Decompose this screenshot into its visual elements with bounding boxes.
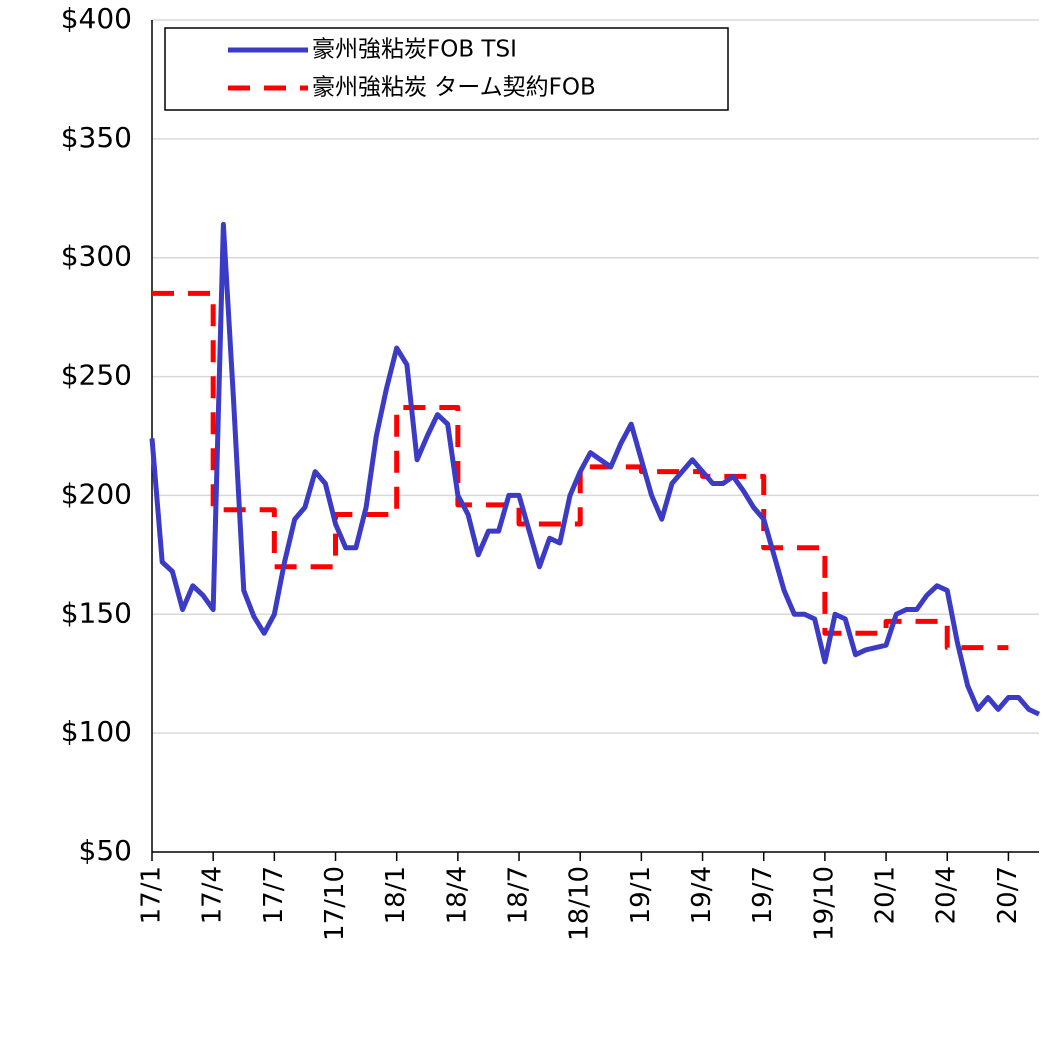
x-tick-label: 17/1 [137,866,167,924]
x-tick-label: 20/7 [993,866,1023,924]
x-tick-label: 19/4 [687,866,717,924]
legend-label: 豪州強粘炭 ターム契約FOB [312,75,596,101]
legend-box [164,27,729,111]
x-tick-label: 20/4 [932,866,962,924]
legend-label: 豪州強粘炭FOB TSI [312,37,517,63]
x-tick-label: 19/1 [626,866,656,924]
x-tick-label: 17/4 [198,866,228,924]
y-tick-label: $250 [61,359,132,392]
series-line [149,221,1041,717]
y-tick-label: $350 [61,121,132,154]
series-line [152,290,1009,651]
y-tick-label: $100 [61,715,132,748]
y-tick-label: $300 [61,240,132,273]
x-tick-label: 17/7 [259,866,289,924]
x-tick-label: 18/4 [442,866,472,924]
x-tick-label: 17/10 [320,866,350,941]
x-tick-label: 20/1 [871,866,901,924]
x-tick-label: 18/1 [381,866,411,924]
y-tick-label: $150 [61,596,132,629]
x-tick-label: 19/7 [748,866,778,924]
x-tick-label: 18/10 [565,866,595,941]
x-tick-label: 18/7 [504,866,534,924]
y-tick-label: $50 [79,834,132,867]
y-tick-label: $400 [61,2,132,35]
x-tick-label: 19/10 [809,866,839,941]
y-tick-label: $200 [61,477,132,510]
